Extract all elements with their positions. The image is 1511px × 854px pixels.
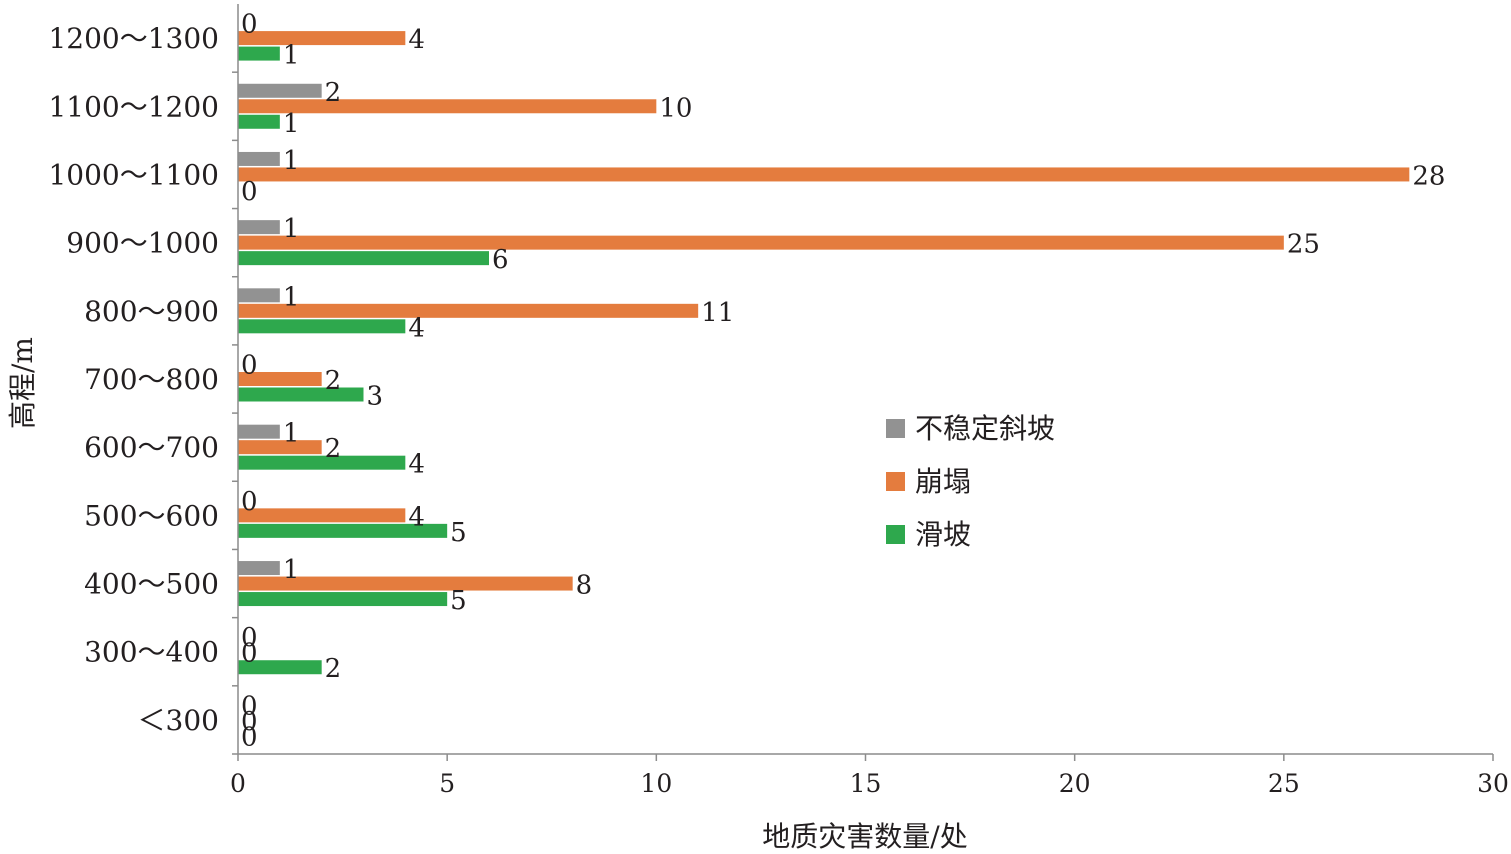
data-label-cat-5-series-1: 2 bbox=[325, 366, 342, 396]
category-label-cat-10: 1200～1300 bbox=[48, 22, 219, 55]
data-label-cat-2-series-2: 5 bbox=[450, 586, 467, 616]
data-label-cat-9-series-2: 1 bbox=[283, 109, 300, 139]
data-label-cat-2-series-1: 8 bbox=[576, 571, 593, 601]
data-label-cat-2-series-0: 1 bbox=[283, 555, 300, 585]
data-label-cat-3-series-2: 5 bbox=[450, 518, 467, 548]
data-label-cat-10-series-1: 4 bbox=[408, 25, 425, 55]
bar-cat-2-series-1 bbox=[238, 576, 573, 591]
data-label-cat-6-series-2: 4 bbox=[408, 313, 425, 343]
bar-cat-2-series-2 bbox=[238, 592, 448, 607]
x-tick-label-2: 10 bbox=[640, 769, 672, 798]
data-label-cat-1-series-1: 0 bbox=[241, 639, 258, 669]
bar-cat-7-series-1 bbox=[238, 235, 1284, 250]
x-tick-labels-layer: 0 5 10 15 20 25 30 bbox=[230, 769, 1509, 798]
bars-layer bbox=[238, 31, 1410, 675]
bar-cat-3-series-1 bbox=[238, 508, 406, 523]
bar-cat-1-series-2 bbox=[238, 660, 322, 675]
data-label-cat-4-series-0: 1 bbox=[283, 419, 300, 449]
bar-cat-5-series-1 bbox=[238, 372, 322, 386]
bar-cat-4-series-1 bbox=[238, 440, 322, 455]
bar-cat-8-series-1 bbox=[238, 167, 1410, 182]
legend-label-series-1: 崩塌 bbox=[915, 465, 971, 498]
bar-cat-4-series-0 bbox=[238, 424, 280, 439]
data-label-cat-4-series-1: 2 bbox=[325, 434, 342, 464]
data-label-cat-6-series-0: 1 bbox=[283, 282, 300, 312]
bar-cat-2-series-0 bbox=[238, 561, 280, 576]
category-label-cat-3: 500～600 bbox=[84, 499, 219, 532]
category-label-cat-9: 1100～1200 bbox=[48, 90, 219, 123]
legend-swatch-series-1 bbox=[886, 472, 905, 491]
category-label-cat-8: 1000～1100 bbox=[48, 158, 219, 191]
category-label-cat-5: 700～800 bbox=[84, 363, 219, 396]
bar-cat-8-series-0 bbox=[238, 151, 280, 166]
data-label-cat-1-series-0: 0 bbox=[241, 623, 258, 653]
data-label-cat-3-series-1: 4 bbox=[408, 502, 425, 532]
data-label-cat-7-series-2: 6 bbox=[492, 245, 509, 275]
bar-cat-10-series-1 bbox=[238, 31, 406, 46]
bar-cat-7-series-0 bbox=[238, 220, 280, 235]
data-label-cat-6-series-1: 11 bbox=[701, 298, 734, 328]
bar-cat-7-series-2 bbox=[238, 251, 489, 266]
category-label-cat-1: 300～400 bbox=[84, 636, 219, 669]
x-tick-label-5: 25 bbox=[1268, 769, 1300, 798]
data-label-cat-7-series-0: 1 bbox=[283, 214, 300, 244]
category-label-cat-2: 400～500 bbox=[84, 568, 219, 601]
bar-cat-9-series-0 bbox=[238, 83, 322, 98]
x-tick-label-0: 0 bbox=[230, 769, 246, 798]
bar-cat-9-series-1 bbox=[238, 99, 657, 114]
x-tick-label-6: 30 bbox=[1477, 769, 1509, 798]
category-label-cat-4: 600～700 bbox=[84, 431, 219, 464]
data-label-cat-10-series-2: 1 bbox=[283, 41, 300, 71]
legend-label-series-2: 滑坡 bbox=[915, 518, 971, 551]
x-tick-label-4: 20 bbox=[1059, 769, 1091, 798]
bar-cat-3-series-2 bbox=[238, 523, 448, 538]
y-axis-title: 高程/m bbox=[6, 337, 39, 429]
bar-cat-6-series-1 bbox=[238, 303, 699, 318]
data-label-cat-8-series-0: 1 bbox=[283, 146, 300, 176]
bar-cat-4-series-2 bbox=[238, 455, 406, 470]
legend-swatch-series-0 bbox=[886, 419, 905, 438]
data-label-cat-4-series-2: 4 bbox=[408, 450, 425, 480]
data-label-cat-8-series-2: 0 bbox=[241, 177, 258, 207]
axes-layer bbox=[232, 4, 1494, 761]
bar-cat-10-series-2 bbox=[238, 46, 280, 61]
category-label-cat-0: ＜300 bbox=[138, 704, 219, 737]
legend-swatch-series-2 bbox=[886, 525, 905, 544]
category-labels-layer: ＜300 300～400 400～500 500～600 600～700 700～800 8… bbox=[48, 22, 219, 737]
data-label-cat-0-series-0: 0 bbox=[241, 691, 258, 721]
legend-label-series-0: 不稳定斜坡 bbox=[915, 412, 1055, 445]
x-axis-title: 地质灾害数量/处 bbox=[762, 820, 967, 853]
data-label-cat-3-series-0: 0 bbox=[241, 487, 258, 517]
x-tick-label-3: 15 bbox=[850, 769, 882, 798]
category-label-cat-6: 800～900 bbox=[84, 295, 219, 328]
data-label-cat-10-series-0: 0 bbox=[241, 10, 258, 40]
data-label-cat-8-series-1: 28 bbox=[1412, 161, 1445, 191]
data-label-cat-7-series-1: 25 bbox=[1287, 230, 1320, 260]
data-label-cat-5-series-0: 0 bbox=[241, 351, 258, 381]
bar-cat-9-series-2 bbox=[238, 114, 280, 129]
bar-cat-6-series-2 bbox=[238, 319, 406, 334]
data-label-cat-9-series-0: 2 bbox=[325, 78, 342, 108]
data-label-cat-5-series-2: 3 bbox=[367, 382, 384, 412]
data-label-cat-9-series-1: 10 bbox=[659, 93, 692, 123]
data-label-cat-0-series-1: 0 bbox=[241, 707, 258, 737]
data-label-cat-0-series-2: 0 bbox=[241, 722, 258, 752]
bar-cat-6-series-0 bbox=[238, 288, 280, 303]
data-label-cat-1-series-2: 2 bbox=[325, 654, 342, 684]
bar-cat-5-series-2 bbox=[238, 387, 364, 402]
category-label-cat-7: 900～1000 bbox=[66, 227, 219, 260]
x-tick-label-1: 5 bbox=[439, 769, 455, 798]
